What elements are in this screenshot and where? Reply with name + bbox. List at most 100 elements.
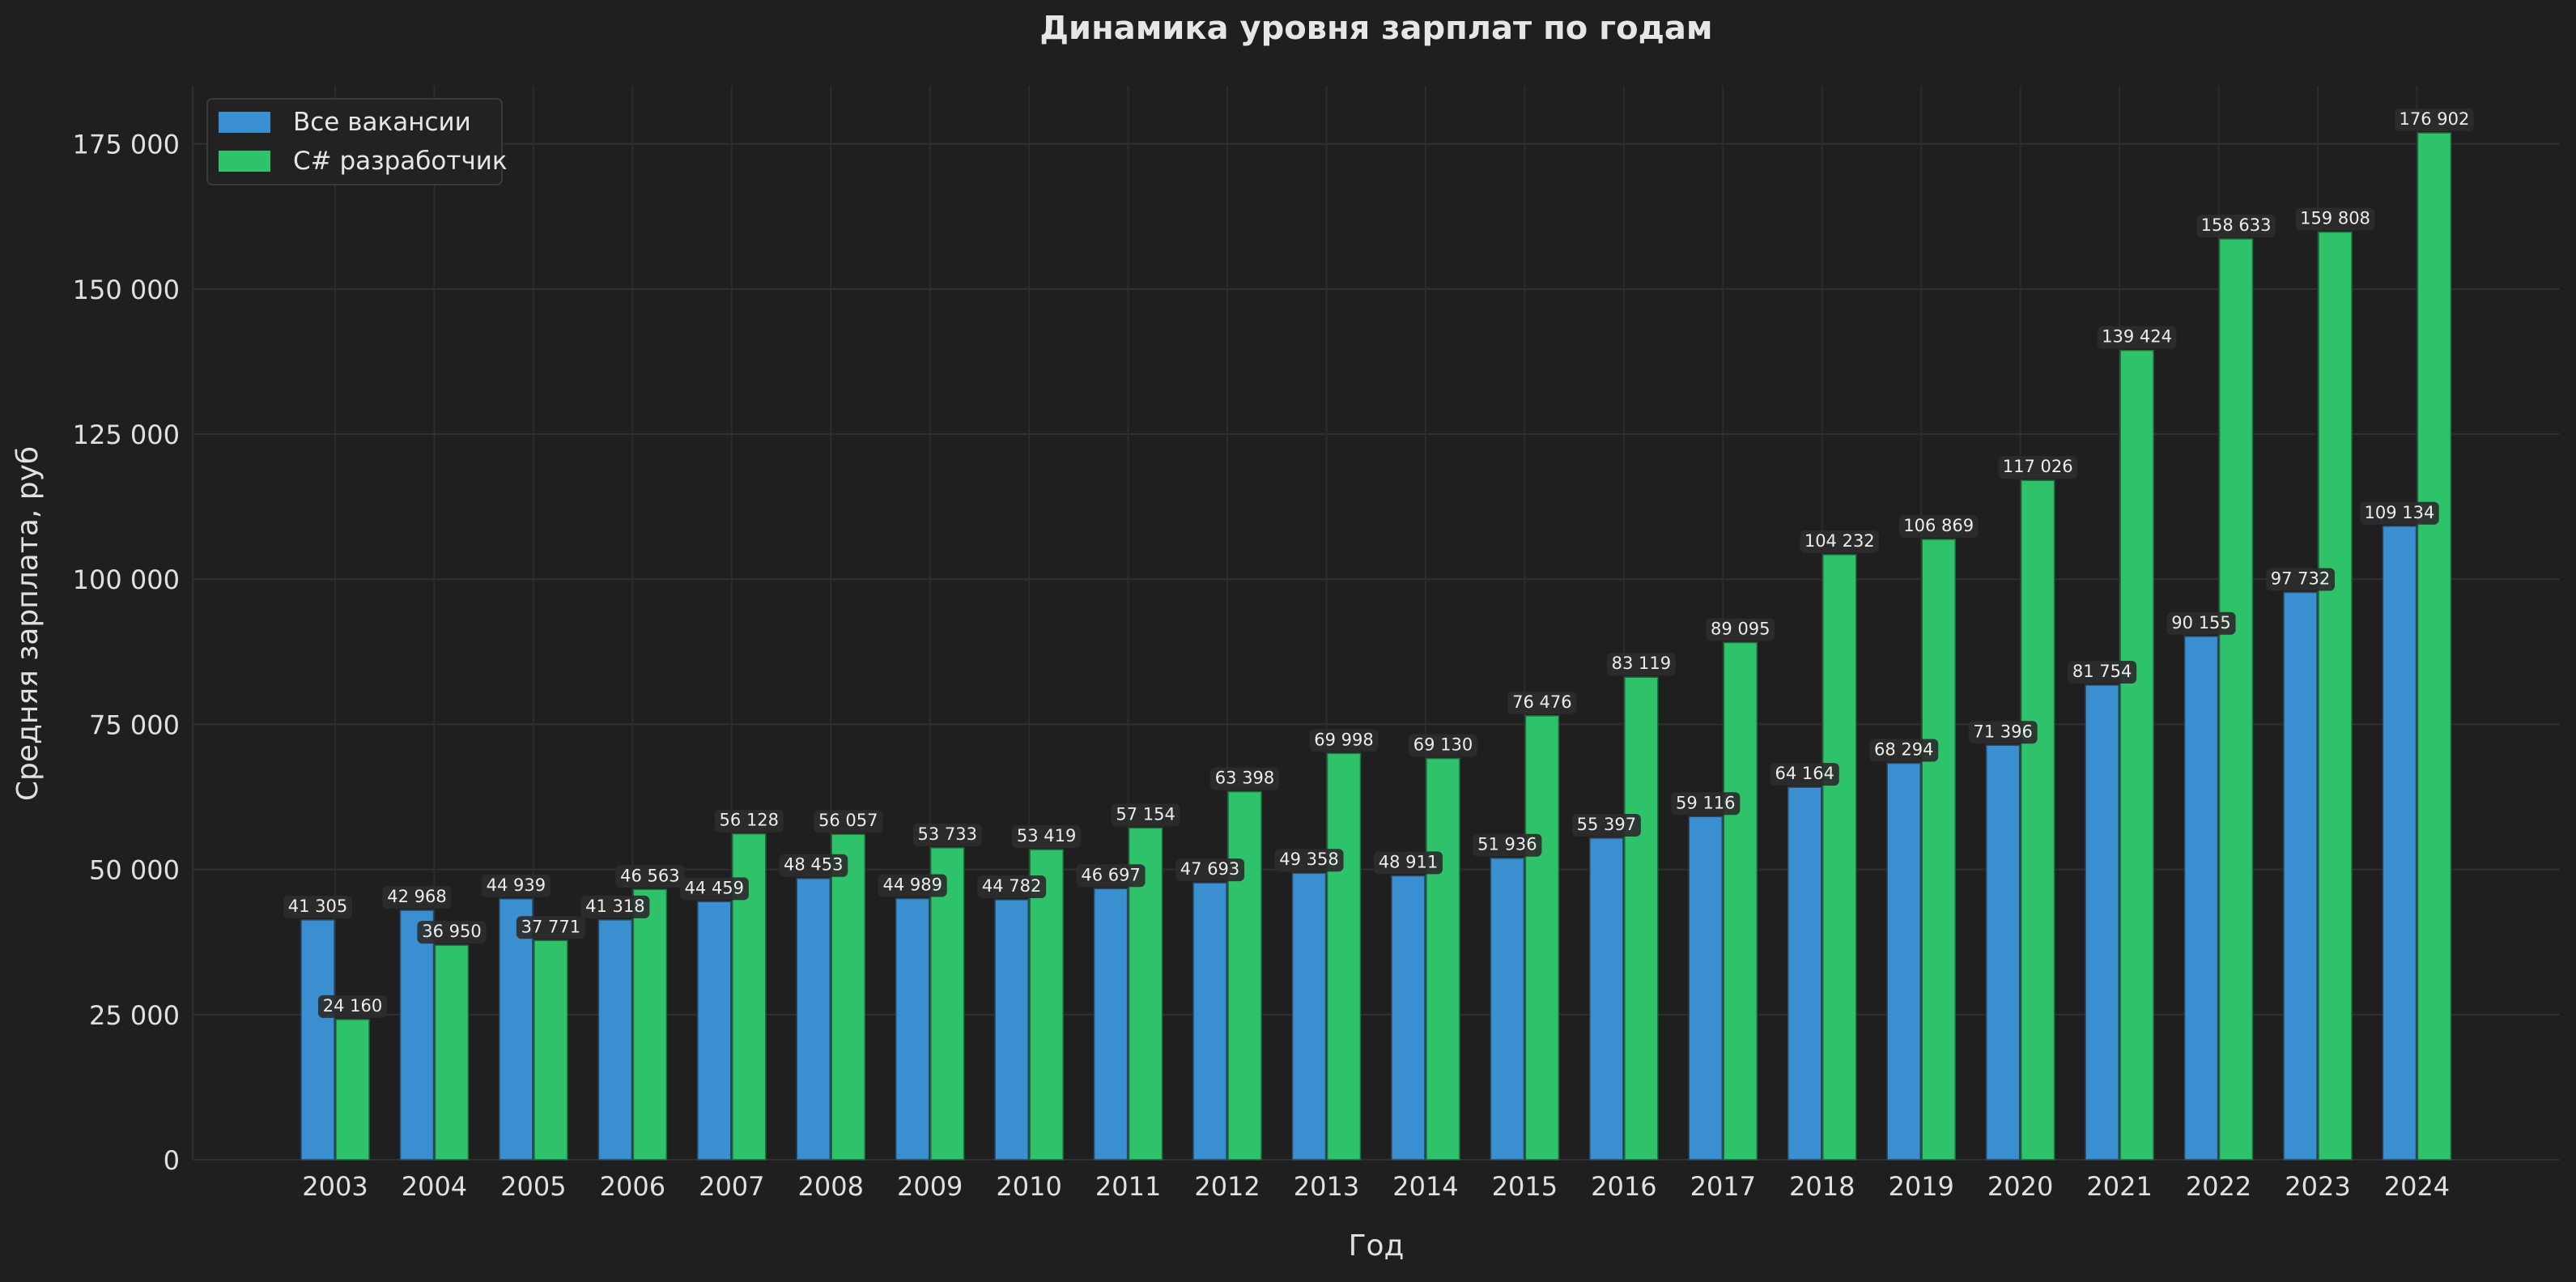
data-label-bg <box>1998 456 2077 479</box>
data-label-csharp-dev: 46 563 <box>615 865 685 888</box>
data-label-all-vacancies: 109 134 <box>2360 501 2439 525</box>
bar-csharp-dev <box>2218 238 2254 1161</box>
data-label-bg <box>2196 214 2276 237</box>
data-label-text: 89 095 <box>1711 619 1770 638</box>
legend-swatch <box>219 151 270 172</box>
data-label-text: 57 154 <box>1116 804 1175 824</box>
bar-all-vacancies <box>1291 872 1327 1161</box>
data-label-text: 176 902 <box>2400 109 2470 129</box>
data-label-bg <box>679 877 749 901</box>
bar-all-vacancies <box>2085 684 2119 1161</box>
y-axis-label: Средняя зарплата, руб <box>11 446 45 801</box>
x-tick-label: 2020 <box>1987 1171 2053 1202</box>
data-label-text: 83 119 <box>1612 654 1671 673</box>
data-label-all-vacancies: 44 782 <box>977 875 1047 899</box>
data-label-bg <box>814 810 883 833</box>
data-label-csharp-dev: 63 398 <box>1210 767 1280 790</box>
data-label-text: 44 459 <box>685 878 744 897</box>
data-label-bg <box>1012 825 1082 849</box>
data-label-csharp-dev: 57 154 <box>1111 803 1180 827</box>
data-label-text: 63 398 <box>1215 769 1274 788</box>
bar-csharp-dev <box>2020 479 2055 1161</box>
data-label-bg <box>1076 864 1146 888</box>
data-label-text: 24 160 <box>323 996 382 1016</box>
x-axis-label: Год <box>1349 1229 1405 1263</box>
data-label-text: 158 633 <box>2201 215 2272 235</box>
bar-all-vacancies <box>2283 591 2318 1161</box>
bar-csharp-dev <box>1723 641 1758 1161</box>
x-tick-label: 2008 <box>798 1171 864 1202</box>
data-label-bg <box>481 874 550 897</box>
bar-all-vacancies <box>1985 744 2021 1161</box>
data-label-bg <box>1606 653 1676 676</box>
x-tick-label: 2023 <box>2285 1171 2350 1202</box>
x-tick-label: 2009 <box>897 1171 963 1202</box>
data-label-all-vacancies: 48 453 <box>779 854 848 877</box>
y-tick-label: 50 000 <box>89 855 180 886</box>
data-label-all-vacancies: 41 305 <box>283 895 352 918</box>
data-label-bg <box>417 921 487 944</box>
data-label-text: 106 869 <box>1903 516 1974 535</box>
data-label-csharp-dev: 158 633 <box>2196 214 2276 237</box>
data-label-csharp-dev: 53 733 <box>912 823 982 846</box>
x-tick-label: 2006 <box>600 1171 665 1202</box>
data-label-all-vacancies: 48 911 <box>1373 851 1443 875</box>
data-label-text: 104 232 <box>1804 531 1875 551</box>
data-label-all-vacancies: 42 968 <box>382 886 452 909</box>
y-tick-label: 125 000 <box>73 420 180 450</box>
data-label-text: 48 911 <box>1379 852 1438 871</box>
data-label-text: 42 968 <box>387 887 446 906</box>
data-label-bg <box>1274 849 1344 872</box>
data-label-bg <box>2295 207 2375 231</box>
bar-csharp-dev <box>434 944 470 1161</box>
bar-csharp-dev <box>2119 349 2154 1161</box>
data-label-all-vacancies: 71 396 <box>1968 721 2038 744</box>
data-label-bg <box>714 809 784 833</box>
bars <box>300 132 2452 1161</box>
data-label-text: 97 732 <box>2271 569 2330 588</box>
bar-all-vacancies <box>994 899 1029 1161</box>
bar-all-vacancies <box>1490 857 1525 1161</box>
data-label-text: 44 989 <box>882 875 942 895</box>
bar-csharp-dev <box>2417 132 2452 1161</box>
y-ticks: 0 25 000 50 000 75 000 100 000 125 000 150 000… <box>73 130 180 1176</box>
bar-csharp-dev <box>533 939 568 1161</box>
legend-label: Все вакансии <box>293 108 471 137</box>
data-label-bg <box>382 886 452 909</box>
data-label-csharp-dev: 139 424 <box>2097 326 2177 349</box>
x-tick-label: 2015 <box>1492 1171 1558 1202</box>
data-label-text: 59 116 <box>1676 793 1735 812</box>
data-label-all-vacancies: 49 358 <box>1274 849 1344 872</box>
bar-all-vacancies <box>796 877 831 1161</box>
bar-all-vacancies <box>1391 875 1426 1161</box>
data-label-csharp-dev: 104 232 <box>1800 530 1879 553</box>
data-label-csharp-dev: 36 950 <box>417 921 487 944</box>
bar-all-vacancies <box>1886 762 1921 1161</box>
y-tick-label: 75 000 <box>89 709 180 740</box>
y-tick-label: 0 <box>164 1145 180 1176</box>
data-label-csharp-dev: 89 095 <box>1706 618 1775 641</box>
data-label-text: 71 396 <box>1973 722 2032 741</box>
data-label-all-vacancies: 81 754 <box>2068 661 2137 684</box>
bar-csharp-dev <box>1624 676 1659 1161</box>
data-label-text: 56 128 <box>720 811 779 830</box>
x-tick-label: 2010 <box>996 1171 1061 1202</box>
data-labels: 41 305 24 160 42 968 36 950 44 939 37 771 41 3… <box>283 109 2474 1018</box>
bar-all-vacancies <box>399 909 435 1161</box>
bar-all-vacancies <box>2183 636 2219 1161</box>
data-label-bg <box>1968 721 2038 744</box>
bar-all-vacancies <box>1787 786 1822 1161</box>
data-label-text: 48 453 <box>784 855 843 875</box>
data-label-bg <box>1671 792 1741 816</box>
data-label-bg <box>1175 858 1245 882</box>
legend-swatch <box>219 112 270 133</box>
y-tick-label: 100 000 <box>73 564 180 595</box>
data-label-bg <box>283 895 352 918</box>
legend: Все вакансии C# разработчик <box>206 98 508 185</box>
x-tick-label: 2007 <box>699 1171 764 1202</box>
data-label-all-vacancies: 47 693 <box>1175 858 1245 882</box>
legend-box <box>206 98 503 185</box>
data-label-bg <box>912 823 982 846</box>
x-tick-label: 2011 <box>1095 1171 1161 1202</box>
